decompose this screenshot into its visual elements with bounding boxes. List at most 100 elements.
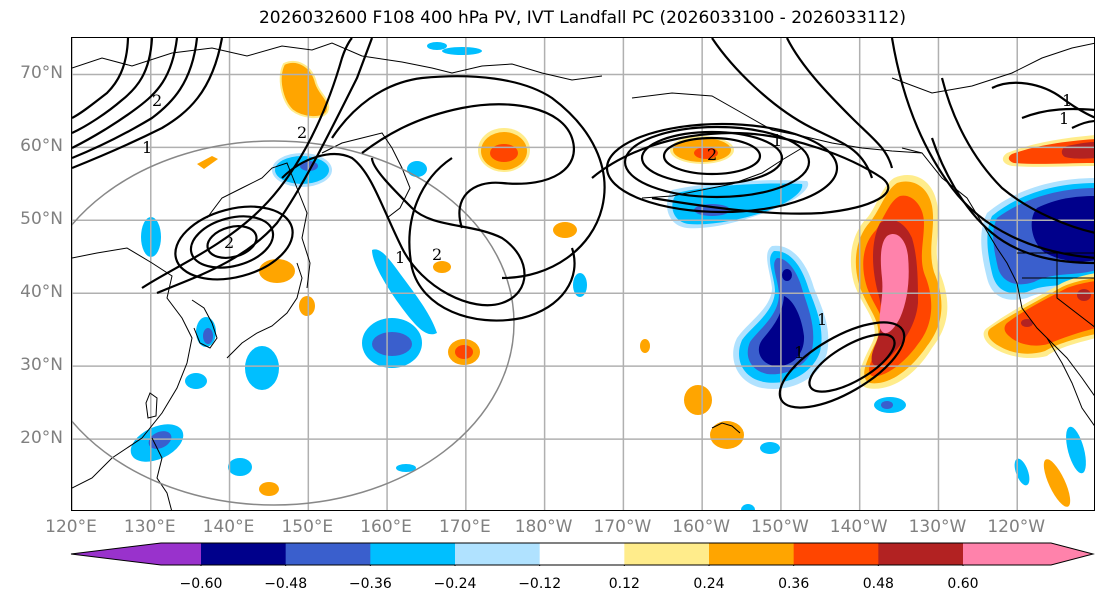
contour-label: 1 <box>817 310 827 329</box>
negative-anomaly-bottom <box>741 504 755 510</box>
latitude-tick-label: 60°N <box>20 136 63 157</box>
longitude-tick-label: 170°E <box>438 517 491 537</box>
longitude-tick-label: 140°W <box>829 517 888 537</box>
colorbar-extend-min <box>71 543 201 565</box>
contour-na-upper-1 <box>991 81 1094 119</box>
contour-aleutian-2 <box>640 130 784 186</box>
positive-anomaly-hokkaido <box>259 259 295 283</box>
contour-label: 1 <box>395 248 405 267</box>
positive-anomaly-california-core <box>1021 319 1033 327</box>
contour-ridge-4 <box>408 157 576 322</box>
longitude-tick-label: 130°E <box>123 517 176 537</box>
colorbar-extend-max <box>963 543 1093 565</box>
negative-anomaly-japan-south <box>245 346 279 390</box>
longitude-tick-label: 120°E <box>45 517 97 537</box>
map-canvas: 1 1 1 1 1 1 1 2 2 2 2 2 <box>72 38 1094 510</box>
negative-anomaly-marianas <box>396 464 416 472</box>
longitude-tick-label: 150°E <box>281 517 334 537</box>
colorbar-tick-label: 0.12 <box>608 576 640 592</box>
longitude-tick-label: 170°W <box>593 517 652 537</box>
landfall-region-circle <box>72 140 515 506</box>
contour-label: 1 <box>1059 109 1069 128</box>
positive-anomaly-small-central <box>640 339 650 353</box>
contour-label-2: 2 <box>707 145 717 164</box>
longitude-tick-label: 130°W <box>908 517 967 537</box>
contour-label: 1 <box>794 343 804 362</box>
negative-anomaly-ryukyu <box>185 373 207 389</box>
negative-anomaly-central-pacific-spot <box>782 269 792 281</box>
positive-anomaly-small-siberia <box>197 156 218 169</box>
colorbar-tick-label: −0.24 <box>433 576 477 592</box>
longitude-tick-label: 140°E <box>202 517 255 537</box>
contour-low-2 <box>189 215 275 269</box>
coast-siberia <box>72 42 603 81</box>
coast-okhotsk <box>206 162 311 289</box>
negative-anomaly-small-north <box>427 42 447 50</box>
coast-japan <box>226 262 303 359</box>
positive-anomaly-north-strip-core <box>1061 142 1094 159</box>
negative-anomaly-okhotsk-l2 <box>275 156 329 184</box>
map-panel: 1 1 1 1 1 1 1 2 2 2 2 2 <box>71 37 1095 511</box>
graticule <box>72 38 1094 510</box>
colorbar-segment <box>370 543 456 565</box>
contour-trough-2 <box>156 38 374 295</box>
contour-label-2: 2 <box>297 123 307 142</box>
negative-anomaly-small-kamchatka <box>407 161 427 177</box>
contour-label: 1 <box>142 138 152 157</box>
longitude-tick-label: 160°W <box>672 517 731 537</box>
longitude-tick-label: 120°W <box>987 517 1046 537</box>
contour-siberia-1 <box>72 38 224 170</box>
contour-aleutian-5 <box>591 131 890 215</box>
colorbar-segment <box>539 543 625 565</box>
positive-anomaly-bering-core <box>490 144 518 162</box>
contour-na-upper-2 <box>1021 107 1094 120</box>
coast-alaska <box>631 92 923 154</box>
latitude-tick-label: 70°N <box>20 63 63 84</box>
contour-labels: 1 1 1 1 1 1 1 2 2 2 2 2 <box>142 91 1072 362</box>
colorbar-tick-label: 0.48 <box>862 576 894 592</box>
colorbar-segment <box>201 543 287 565</box>
coast-hawaii <box>711 422 741 434</box>
negative-anomaly-hawaii-east <box>760 442 780 454</box>
contour-central-pacific-outer <box>778 321 906 409</box>
colorbar-segment <box>455 543 541 565</box>
contour-aleutian-inner <box>662 136 762 176</box>
contour-label-2: 2 <box>432 245 442 264</box>
anomaly-shading <box>130 42 1094 510</box>
contour-siberia-3 <box>72 38 179 149</box>
positive-anomaly-japan-east <box>299 296 315 316</box>
coast-china <box>72 247 193 489</box>
contour-trough-1 <box>141 38 353 289</box>
negative-anomaly-baja-south <box>1014 458 1030 486</box>
positive-anomaly-kamchatka-south <box>433 261 451 273</box>
border-us-states <box>1022 253 1094 328</box>
latitude-tick-label: 30°N <box>20 355 63 376</box>
contour-ridge-1 <box>281 153 526 307</box>
longitude-tick-label: 180°W <box>514 517 573 537</box>
colorbar-segment <box>709 543 795 565</box>
colorbar-tick-label: −0.36 <box>348 576 392 592</box>
contour-label: 1 <box>1062 91 1072 110</box>
colorbar-tick-label: 0.36 <box>778 576 810 592</box>
positive-anomaly-baja-south <box>1043 459 1071 507</box>
colorbar-tick-label: −0.12 <box>518 576 562 592</box>
plot-title: 2026032600 F108 400 hPa PV, IVT Landfall… <box>258 8 906 28</box>
colorbar <box>70 542 1095 566</box>
coastlines <box>72 42 1094 510</box>
contour-central-pacific-inner <box>808 333 896 393</box>
contour-alaska-ridge <box>711 38 874 179</box>
colorbar-segment <box>878 543 964 565</box>
colorbar-segment <box>793 543 879 565</box>
negative-anomaly-luzon-core <box>148 431 172 449</box>
positive-anomaly-california-l3 <box>1004 281 1094 346</box>
contour-siberia-4 <box>72 38 154 134</box>
negative-anomaly-pnw-core <box>1031 196 1094 262</box>
pv-contours <box>72 38 1094 409</box>
contour-label-2: 2 <box>224 233 234 252</box>
positive-anomaly-aleutian-core <box>694 147 718 159</box>
negative-anomaly-philippine-sea <box>228 458 252 476</box>
contour-siberia-2 <box>72 38 199 160</box>
negative-anomaly-east-small-core <box>881 401 893 409</box>
colorbar-tick-label: 0.60 <box>947 576 979 592</box>
colorbar-segment <box>285 543 371 565</box>
